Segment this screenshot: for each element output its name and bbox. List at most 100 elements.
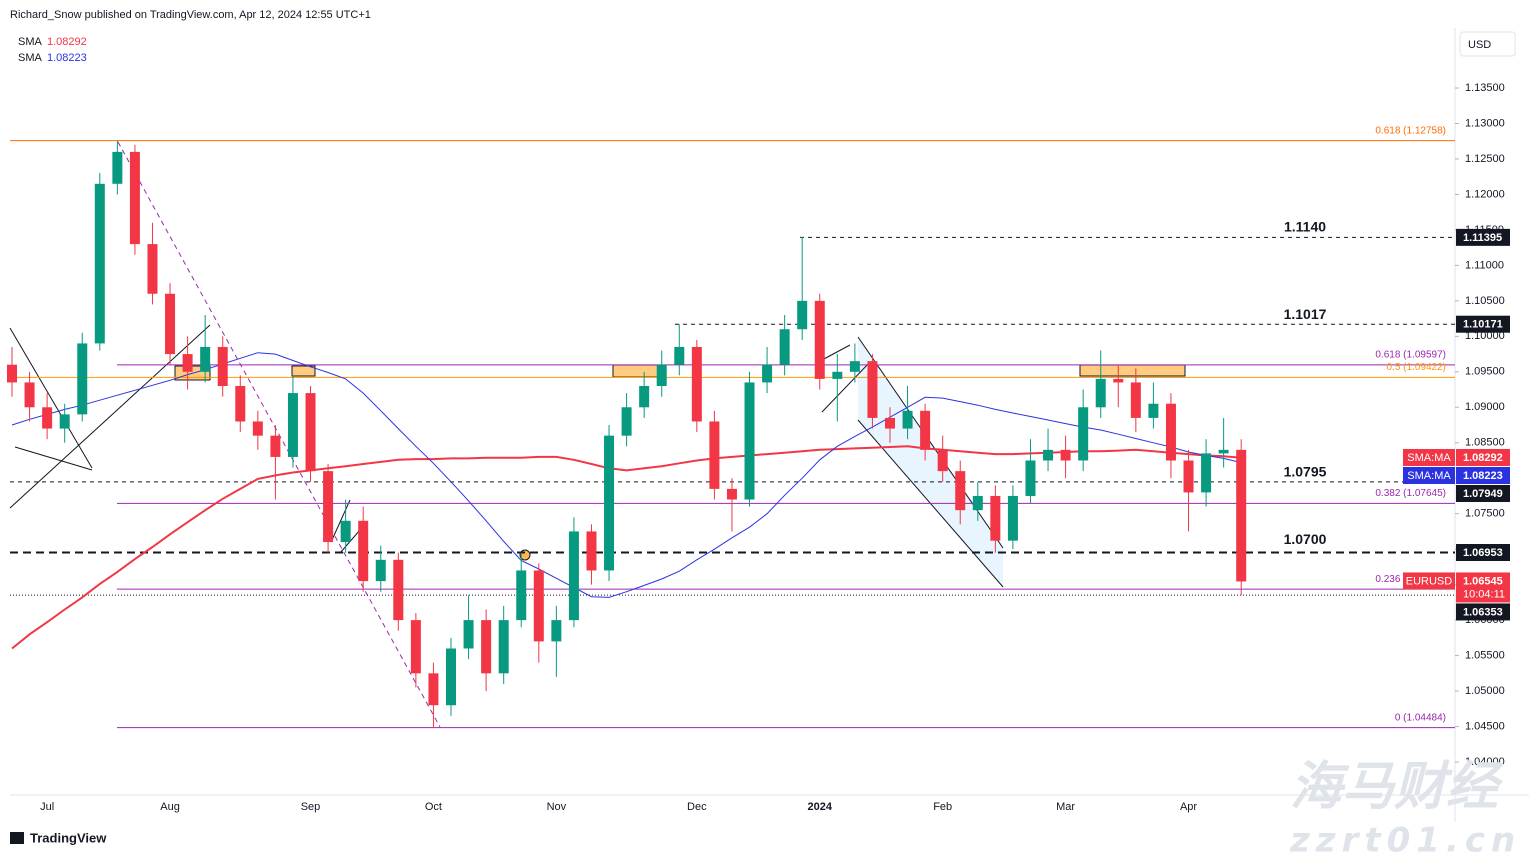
y-tick-label: 1.12000 xyxy=(1465,188,1505,200)
candle-body xyxy=(867,361,878,418)
price-badge-value: 1.06353 xyxy=(1463,606,1503,618)
candle-body xyxy=(1183,460,1194,493)
candle-body xyxy=(1218,449,1229,454)
candle-body xyxy=(323,471,334,543)
fib-label: 0.5 (1.09422) xyxy=(1387,362,1447,373)
x-tick-label: Jul xyxy=(40,801,54,813)
candle-body xyxy=(551,620,562,642)
candle-body xyxy=(762,364,773,383)
candle-body xyxy=(270,435,281,457)
logo-text: TradingView xyxy=(30,830,107,845)
level-annotation: 1.0700 xyxy=(1284,531,1327,547)
candle-body xyxy=(1201,453,1212,493)
trend-line xyxy=(821,344,851,361)
candle-body xyxy=(1165,403,1176,461)
candle-body xyxy=(709,421,720,489)
x-tick-label: Mar xyxy=(1056,801,1075,813)
candle-body xyxy=(1007,495,1018,541)
y-tick-label: 1.05000 xyxy=(1465,685,1505,697)
candle-body xyxy=(1060,449,1071,461)
candle-body xyxy=(252,421,263,436)
trend-line xyxy=(14,446,93,471)
candle-body xyxy=(375,559,386,582)
watermark-url: zzrt01.cn xyxy=(1289,821,1521,857)
x-tick-label: 2024 xyxy=(808,801,833,813)
y-tick-label: 1.05500 xyxy=(1465,649,1505,661)
candle-body xyxy=(744,382,755,500)
x-tick-label: Oct xyxy=(425,801,442,813)
candle-body xyxy=(1078,407,1089,461)
candle-body xyxy=(902,410,913,429)
candle-body xyxy=(463,620,474,649)
candle-body xyxy=(955,471,966,511)
x-tick-label: Sep xyxy=(301,801,321,813)
y-tick-label: 1.09500 xyxy=(1465,366,1505,378)
price-badge xyxy=(1456,544,1510,562)
price-badge-value: 1.10171 xyxy=(1463,319,1503,331)
candle-body xyxy=(147,244,158,294)
x-tick-label: Feb xyxy=(933,801,952,813)
candle-body xyxy=(1236,449,1247,582)
y-tick-label: 1.08500 xyxy=(1465,437,1505,449)
y-tick-label: 1.10500 xyxy=(1465,295,1505,307)
x-tick-label: Aug xyxy=(160,801,180,813)
candle-body xyxy=(24,382,35,408)
channel-line xyxy=(857,336,1004,549)
x-tick-label: Apr xyxy=(1180,801,1197,813)
candle-body xyxy=(674,346,685,365)
trend-line xyxy=(9,324,211,509)
candle-body xyxy=(59,414,70,429)
badge-label: SMA:MA xyxy=(1407,470,1451,482)
level-annotation: 1.1140 xyxy=(1284,219,1326,235)
candle-body xyxy=(340,520,351,543)
trend-line xyxy=(821,361,871,413)
badge-label: EURUSD xyxy=(1406,575,1453,587)
channel xyxy=(858,337,1003,587)
y-tick-label: 1.07500 xyxy=(1465,508,1505,520)
sma-line xyxy=(11,445,1242,650)
candle-body xyxy=(797,300,808,330)
candle-body xyxy=(481,620,492,674)
trend-line xyxy=(9,327,93,469)
legend-name: SMA xyxy=(18,52,43,64)
candle-body xyxy=(621,407,632,436)
price-badge-value: 1.06545 xyxy=(1463,575,1503,587)
y-tick-label: 1.04000 xyxy=(1465,756,1505,768)
candle-body xyxy=(1095,378,1106,408)
price-badge xyxy=(1456,315,1510,333)
badge-label-bg xyxy=(1403,449,1455,467)
price-badge xyxy=(1456,228,1510,246)
watermark: 海马财经 xyxy=(1290,757,1504,817)
y-tick-label: 1.10000 xyxy=(1465,330,1505,342)
candle-body xyxy=(568,531,579,621)
candle-body xyxy=(393,559,404,621)
fib-label: 0 (1.04484) xyxy=(1395,712,1446,723)
legend-value: 1.08223 xyxy=(47,52,87,64)
candle-body xyxy=(217,346,228,386)
candle-body xyxy=(428,673,439,706)
candle-body xyxy=(1043,449,1054,461)
candle-body xyxy=(129,151,140,245)
candle-body xyxy=(305,393,316,472)
candle-body xyxy=(112,151,123,184)
legend-value: 1.08292 xyxy=(47,36,87,48)
price-badge-value: 1.07949 xyxy=(1463,488,1503,500)
currency: USD xyxy=(1468,39,1491,51)
price-badge xyxy=(1456,572,1510,603)
candle-body xyxy=(885,417,895,429)
level-annotation: 1.0795 xyxy=(1284,463,1327,479)
candle-body xyxy=(1025,460,1036,496)
candle-body xyxy=(200,346,211,372)
candle-body xyxy=(235,385,246,422)
candle-body xyxy=(410,620,421,674)
candle-body xyxy=(446,648,456,706)
price-badge xyxy=(1456,603,1510,621)
badge-label-bg xyxy=(1403,572,1455,590)
trend-line xyxy=(117,141,441,728)
candle-body xyxy=(287,393,298,457)
price-badge xyxy=(1456,485,1510,503)
candle-body xyxy=(849,361,860,372)
y-tick-label: 1.04500 xyxy=(1465,720,1505,732)
